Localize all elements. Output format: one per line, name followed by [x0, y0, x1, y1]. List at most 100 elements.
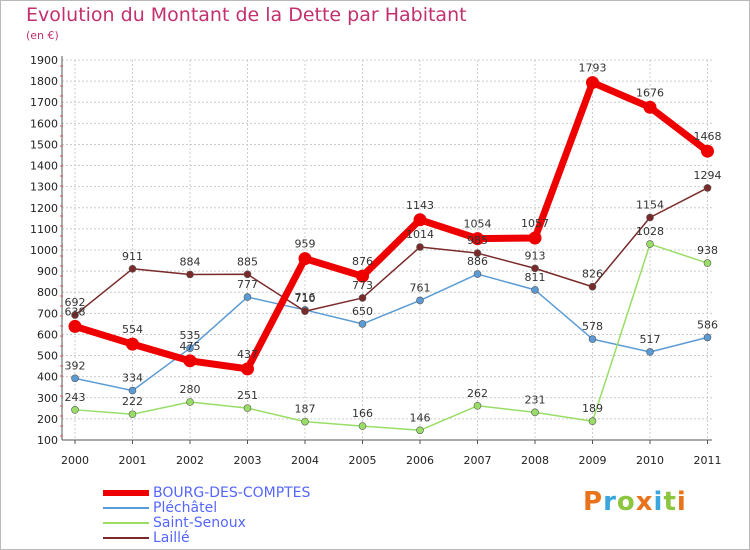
x-tick-label: 2010 [636, 454, 664, 467]
data-label: 578 [582, 320, 603, 333]
grid-lines [62, 59, 712, 441]
series-line-laille [74, 187, 709, 316]
data-point-plechatel [186, 344, 194, 352]
data-label: 334 [122, 372, 143, 385]
data-point-saint-senoux [301, 417, 309, 426]
data-label: 187 [295, 403, 316, 416]
data-label: 262 [467, 387, 488, 400]
logo-letter: r [603, 487, 617, 517]
y-tick-label: 700 [37, 307, 58, 320]
data-point-laille [531, 264, 539, 273]
series-line-saint-senoux [74, 243, 709, 432]
data-label: 773 [352, 279, 373, 292]
y-tick-label: 1000 [30, 244, 58, 257]
y-tick-label: 600 [37, 328, 58, 341]
legend-swatch-bourg-des-comptes [103, 490, 149, 496]
y-tick-label: 100 [37, 434, 58, 447]
data-point-plechatel [473, 270, 482, 278]
data-label: 826 [582, 268, 603, 281]
legend-swatch-plechatel [103, 507, 149, 509]
data-point-bourg-des-comptes [298, 252, 312, 266]
data-point-bourg-des-comptes [413, 213, 427, 227]
data-point-laille [186, 270, 194, 279]
x-tick-label: 2001 [119, 454, 147, 467]
y-tick-label: 900 [37, 265, 58, 278]
data-label: 166 [352, 407, 373, 420]
data-label: 251 [237, 389, 258, 402]
data-point-saint-senoux [703, 259, 712, 267]
data-point-laille [71, 311, 79, 319]
data-point-saint-senoux [358, 422, 367, 430]
data-point-plechatel [646, 348, 654, 356]
data-point-bourg-des-comptes [241, 362, 254, 376]
x-tick-label: 2000 [61, 454, 89, 467]
x-tick-label: 2005 [349, 454, 377, 467]
y-tick-label: 1100 [30, 223, 58, 236]
data-label: 517 [640, 333, 661, 346]
data-point-bourg-des-comptes [528, 231, 542, 245]
data-label: 222 [122, 395, 143, 408]
x-tick-label: 2009 [579, 454, 607, 467]
x-tick-label: 2002 [176, 454, 204, 467]
data-label: 1793 [579, 62, 607, 75]
data-point-bourg-des-comptes [471, 232, 484, 246]
chart-title: Evolution du Montant de la Dette par Hab… [26, 4, 467, 26]
axes: 100 200 300 400 500 600 700 800 900 1000 1100 1200 1… [30, 54, 722, 467]
logo-letter: i [653, 487, 664, 517]
proxiti-logo[interactable]: Proxiti [583, 487, 687, 517]
data-label: 1143 [406, 199, 434, 212]
data-label: 146 [410, 411, 431, 424]
y-tick-label: 200 [37, 413, 58, 426]
logo-letter: o [616, 487, 636, 517]
legend-label: Saint-Senoux [153, 515, 246, 531]
data-point-laille [646, 213, 654, 222]
data-point-saint-senoux [531, 408, 539, 417]
data-point-plechatel [531, 286, 539, 294]
y-tick-label: 800 [37, 286, 58, 299]
data-label: 761 [410, 281, 431, 294]
y-tick-label: 400 [37, 371, 58, 384]
data-point-plechatel [416, 296, 424, 305]
data-point-bourg-des-comptes [126, 337, 139, 351]
y-tick-label: 500 [37, 350, 58, 363]
data-label: 554 [122, 323, 143, 336]
x-tick-label: 2011 [694, 454, 722, 467]
data-label: 913 [525, 249, 546, 262]
data-label: 692 [65, 296, 86, 309]
data-label: 885 [237, 255, 258, 268]
data-label: 884 [180, 255, 201, 268]
data-point-saint-senoux [128, 410, 137, 419]
data-label: 1294 [694, 169, 722, 182]
y-tick-label: 300 [37, 392, 58, 405]
y-tick-label: 1200 [30, 202, 58, 215]
data-label: 1014 [406, 228, 434, 241]
x-tick-label: 2008 [521, 454, 549, 467]
data-label: 535 [180, 329, 201, 342]
data-point-saint-senoux [588, 417, 597, 426]
legend-swatch-laille [103, 537, 149, 539]
y-tick-label: 1800 [30, 75, 58, 88]
data-point-bourg-des-comptes [643, 100, 657, 114]
data-point-saint-senoux [416, 426, 424, 435]
data-point-saint-senoux [243, 404, 252, 412]
data-point-laille [703, 184, 712, 192]
data-label: 716 [295, 291, 316, 304]
data-point-plechatel [243, 293, 252, 301]
data-label: 710 [295, 292, 316, 305]
data-point-bourg-des-comptes [586, 76, 599, 90]
data-point-laille [416, 243, 424, 251]
data-label: 959 [295, 238, 316, 251]
data-point-plechatel [703, 333, 712, 342]
data-label: 392 [65, 359, 86, 372]
logo-letter: P [583, 487, 604, 517]
data-label: 1468 [694, 130, 722, 143]
data-point-saint-senoux [646, 240, 654, 248]
data-label: 638 [65, 305, 86, 318]
y-tick-label: 1700 [30, 96, 58, 109]
data-label: 280 [180, 383, 201, 396]
data-point-plechatel [128, 386, 137, 395]
data-point-laille [358, 294, 367, 302]
logo-letter: x [635, 487, 654, 517]
series-line-plechatel [74, 273, 709, 392]
y-tick-label: 1400 [30, 160, 58, 173]
